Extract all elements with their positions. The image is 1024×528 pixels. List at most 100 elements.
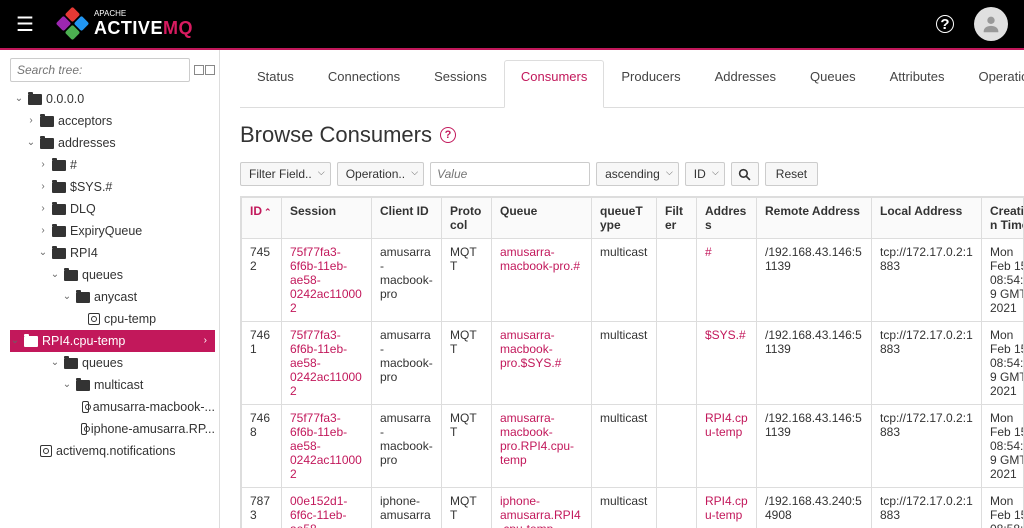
column-header[interactable]: Session [282,198,372,239]
cell-remote: /192.168.43.146:51139 [757,239,872,322]
tree-node-root[interactable]: ⌄0.0.0.0 [10,88,215,110]
tree-node-iphone[interactable]: iphone-amusarra.RP... [10,418,215,440]
reset-button[interactable]: Reset [765,162,818,186]
hamburger-icon[interactable]: ☰ [16,12,34,37]
collapse-all-icon[interactable] [205,65,215,75]
folder-icon [52,248,66,259]
tab-connections[interactable]: Connections [311,60,417,107]
chevron-right-icon: › [204,331,207,351]
tree-node-rpi4[interactable]: ⌄RPI4 [10,242,215,264]
tree-search-input[interactable] [10,58,190,82]
tree-node-hash[interactable]: ›# [10,154,215,176]
table-row: 746175f77fa3-6f6b-11eb-ae58-0242ac110002… [242,322,1024,405]
tab-status[interactable]: Status [240,60,311,107]
tree-node-notif[interactable]: activemq.notifications [10,440,215,462]
main-content: StatusConnectionsSessionsConsumersProduc… [220,50,1024,528]
column-header[interactable]: Client ID [372,198,442,239]
table-row: 745275f77fa3-6f6b-11eb-ae58-0242ac110002… [242,239,1024,322]
cell-local: tcp://172.17.0.2:1883 [872,488,982,528]
column-header[interactable]: queueType [592,198,657,239]
cell-local: tcp://172.17.0.2:1883 [872,405,982,488]
cell-session[interactable]: 00e152d1-6f6c-11eb-ae58-0242ac110002 [282,488,372,528]
cell-filter [657,239,697,322]
column-header[interactable]: Local Address [872,198,982,239]
tab-attributes[interactable]: Attributes [873,60,962,107]
brand-mq: MQ [163,18,193,38]
leaf-icon [88,313,100,325]
cell-queue[interactable]: iphone-amusarra.RPI4.cpu-temp [492,488,592,528]
cell-time: Mon Feb 15 08:54:49 GMT 2021 [982,405,1024,488]
cell-queue[interactable]: amusarra-macbook-pro.# [492,239,592,322]
tree-node-expiry[interactable]: ›ExpiryQueue [10,220,215,242]
tree-node-dlq[interactable]: ›DLQ [10,198,215,220]
tree-node-anycast[interactable]: ⌄anycast [10,286,215,308]
consumers-table: ID⌃SessionClient IDProtocolQueuequeueTyp… [241,197,1024,528]
cell-session[interactable]: 75f77fa3-6f6b-11eb-ae58-0242ac110002 [282,239,372,322]
cell-id: 7461 [242,322,282,405]
column-header[interactable]: Filter [657,198,697,239]
sidebar: ⌄0.0.0.0 ›acceptors ⌄addresses ›# ›$SYS.… [0,50,220,528]
cell-id: 7452 [242,239,282,322]
filter-bar: Filter Field.. Operation.. ascending ID … [240,162,1024,186]
cell-session[interactable]: 75f77fa3-6f6b-11eb-ae58-0242ac110002 [282,322,372,405]
brand-logo[interactable]: APACHE ACTIVEMQ [58,9,193,39]
expand-all-icon[interactable] [194,65,204,75]
tree-node-addresses[interactable]: ⌄addresses [10,132,215,154]
search-button[interactable] [731,162,759,186]
filter-operation-select[interactable]: Operation.. [337,162,424,186]
filter-field-select[interactable]: Filter Field.. [240,162,331,186]
cell-remote: /192.168.43.146:51139 [757,322,872,405]
tree-node-cpu[interactable]: cpu-temp [10,308,215,330]
help-icon[interactable]: ? [936,15,954,33]
cell-address[interactable]: RPI4.cpu-temp [697,405,757,488]
user-avatar[interactable] [974,7,1008,41]
column-header[interactable]: Creation Time [982,198,1024,239]
cell-qtype: multicast [592,405,657,488]
cell-session[interactable]: 75f77fa3-6f6b-11eb-ae58-0242ac110002 [282,405,372,488]
tab-queues[interactable]: Queues [793,60,873,107]
sort-order-select[interactable]: ascending [596,162,679,186]
folder-icon [76,292,90,303]
tree-node-multicast[interactable]: ⌄multicast [10,374,215,396]
column-header[interactable]: ID⌃ [242,198,282,239]
folder-icon [28,94,42,105]
top-bar: ☰ APACHE ACTIVEMQ ? [0,0,1024,50]
tree-node-queues1[interactable]: ⌄queues [10,264,215,286]
tab-operations[interactable]: Operations [962,60,1024,107]
tree-node-rpi4cpu[interactable]: ⌄RPI4.cpu-temp› [10,330,215,352]
tree-node-amusarra[interactable]: amusarra-macbook-... [10,396,215,418]
cell-remote: /192.168.43.240:54908 [757,488,872,528]
leaf-icon [82,401,88,413]
column-header[interactable]: Address [697,198,757,239]
cell-filter [657,322,697,405]
leaf-icon [81,423,86,435]
cell-protocol: MQTT [442,405,492,488]
cell-id: 7873 [242,488,282,528]
brand-text: APACHE ACTIVEMQ [94,10,193,39]
cell-queue[interactable]: amusarra-macbook-pro.$SYS.# [492,322,592,405]
cell-client: amusarra-macbook-pro [372,405,442,488]
folder-icon [64,358,78,369]
tab-producers[interactable]: Producers [604,60,697,107]
tab-sessions[interactable]: Sessions [417,60,504,107]
cell-queue[interactable]: amusarra-macbook-pro.RPI4.cpu-temp [492,405,592,488]
filter-value-input[interactable] [430,162,590,186]
cell-address[interactable]: # [697,239,757,322]
cell-address[interactable]: $SYS.# [697,322,757,405]
tree-node-queues2[interactable]: ⌄queues [10,352,215,374]
sort-column-select[interactable]: ID [685,162,725,186]
table-row: 787300e152d1-6f6c-11eb-ae58-0242ac110002… [242,488,1024,528]
tree-node-sys[interactable]: ›$SYS.# [10,176,215,198]
tab-addresses[interactable]: Addresses [698,60,793,107]
column-header[interactable]: Remote Address [757,198,872,239]
folder-icon [52,160,66,171]
cell-time: Mon Feb 15 08:54:49 GMT 2021 [982,239,1024,322]
tree-node-acceptors[interactable]: ›acceptors [10,110,215,132]
column-header[interactable]: Protocol [442,198,492,239]
folder-icon [40,138,54,149]
title-help-icon[interactable]: ? [440,127,456,143]
cell-filter [657,488,697,528]
tab-consumers[interactable]: Consumers [504,60,604,108]
column-header[interactable]: Queue [492,198,592,239]
cell-address[interactable]: RPI4.cpu-temp [697,488,757,528]
